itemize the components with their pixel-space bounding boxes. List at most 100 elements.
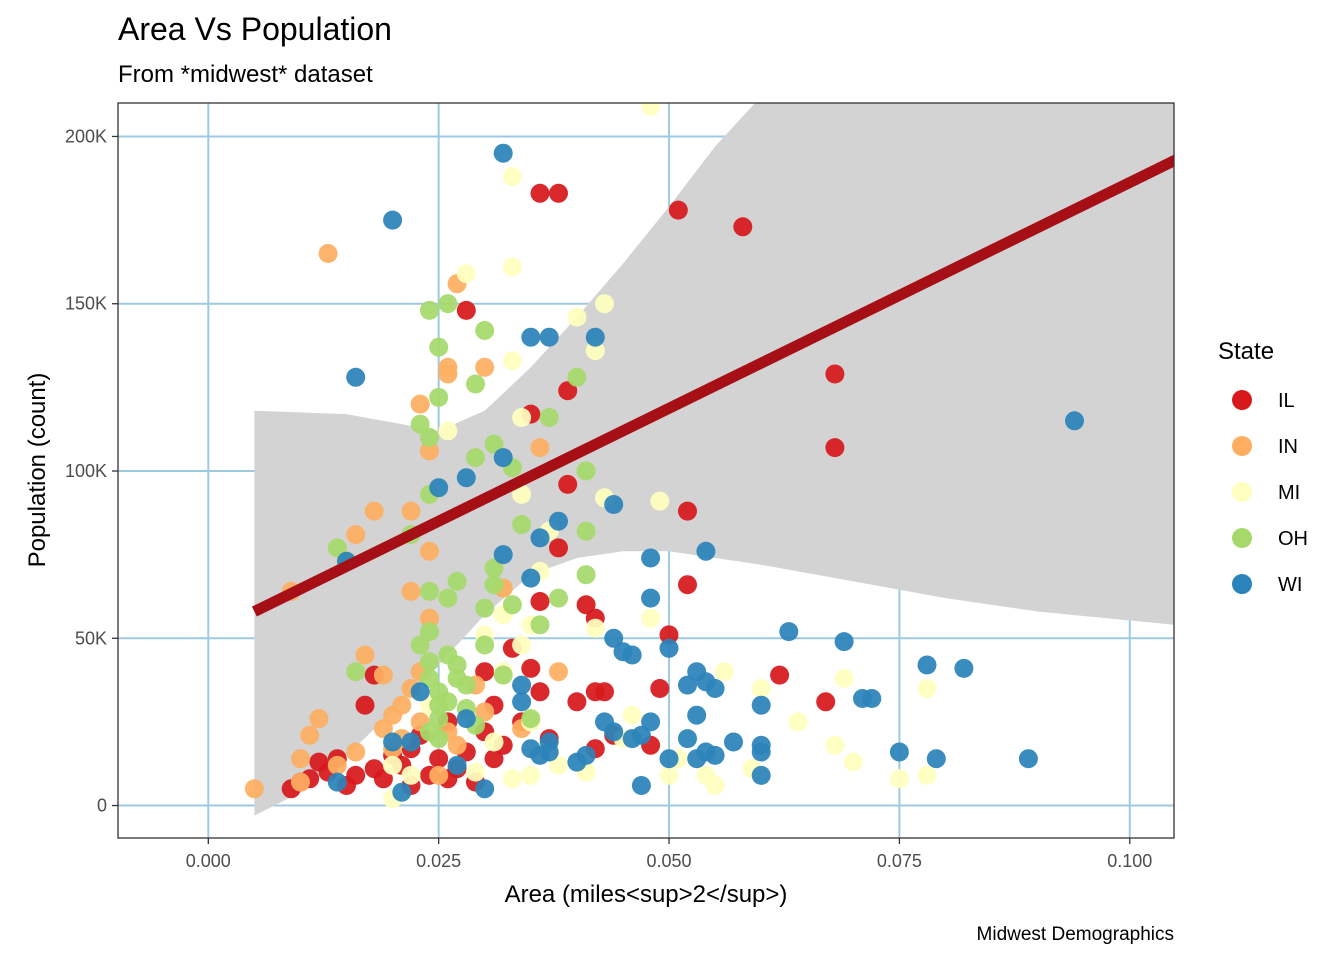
data-point-oh (466, 374, 485, 394)
data-point-wi (346, 367, 366, 387)
data-point-il (521, 658, 541, 678)
data-point-mi (466, 762, 485, 782)
data-point-oh (420, 722, 439, 742)
confidence-band (254, 103, 1174, 816)
data-point-wi (659, 749, 679, 769)
data-point-oh (420, 668, 439, 688)
y-axis-title: Population (count) (24, 373, 51, 568)
data-point-il (668, 200, 688, 220)
chart-subtitle: From *midwest* dataset (118, 61, 373, 88)
data-point-mi (456, 264, 476, 284)
data-point-oh (420, 428, 439, 447)
data-point-wi (521, 568, 541, 588)
data-point-wi (539, 732, 559, 752)
data-point-mi (834, 668, 854, 688)
data-point-mi (502, 167, 522, 187)
data-point-wi (917, 655, 937, 675)
data-point-in (530, 438, 550, 458)
data-point-wi (631, 725, 651, 745)
data-point-il (733, 217, 753, 237)
data-point-wi (678, 729, 697, 749)
data-point-wi (696, 541, 716, 561)
data-point-wi (512, 675, 532, 695)
data-point-wi (641, 712, 661, 732)
data-point-wi (889, 742, 909, 762)
data-point-oh (475, 635, 495, 655)
data-point-in (475, 702, 495, 722)
data-point-oh (346, 662, 366, 682)
data-point-mi (622, 705, 642, 725)
data-point-oh (429, 337, 449, 357)
data-point-in (327, 755, 347, 775)
data-point-il (567, 692, 587, 712)
data-point-wi (631, 776, 651, 795)
data-point-wi (576, 745, 596, 765)
data-point-mi (401, 765, 421, 785)
data-point-il (678, 501, 697, 521)
data-point-wi (401, 732, 421, 752)
data-point-il (484, 749, 504, 769)
data-point-il (530, 183, 550, 203)
data-point-il (558, 474, 578, 494)
data-point-oh (475, 598, 495, 618)
data-point-wi (429, 478, 449, 498)
data-point-wi (604, 628, 624, 648)
data-point-wi (549, 511, 568, 531)
data-point-wi (751, 742, 771, 762)
y-tick-label: 100K (65, 461, 107, 481)
data-point-oh (420, 622, 439, 642)
chart-title: Area Vs Population (118, 11, 392, 47)
data-point-wi (705, 679, 725, 698)
x-tick-label: 0.025 (416, 851, 461, 871)
data-point-il (576, 595, 596, 615)
data-point-in (475, 357, 495, 377)
data-point-oh (475, 321, 495, 340)
data-point-il (825, 364, 845, 384)
x-tick-label: 0.050 (647, 851, 692, 871)
data-point-in (420, 541, 439, 561)
trend-line (251, 154, 1174, 617)
data-point-mi (512, 635, 532, 655)
data-point-oh (410, 635, 430, 655)
data-point-wi (604, 722, 624, 742)
data-point-il (659, 625, 679, 645)
y-tick-label: 0 (97, 796, 107, 816)
data-point-mi (917, 765, 937, 785)
data-point-mi (705, 776, 725, 795)
data-point-wi (530, 528, 550, 548)
legend-label-in: IN (1278, 436, 1298, 458)
data-point-wi (751, 695, 771, 715)
chart-caption: Midwest Demographics (977, 924, 1174, 945)
data-point-wi (327, 772, 347, 792)
data-point-in (309, 709, 329, 729)
data-point-oh (549, 588, 568, 608)
data-point-wi (456, 709, 476, 729)
y-axis-ticks: 0 50K 100K 150K 200K (65, 126, 118, 816)
data-point-il (530, 592, 550, 611)
data-point-wi (410, 682, 430, 702)
data-point-in (447, 735, 467, 755)
data-point-mi (889, 769, 909, 789)
data-point-il (650, 679, 670, 698)
data-point-mi (512, 484, 532, 504)
legend-key-oh (1232, 528, 1252, 548)
data-point-mi (825, 735, 845, 755)
data-point-oh (484, 575, 504, 595)
data-point-oh (539, 408, 559, 427)
data-point-oh (576, 565, 596, 585)
data-point-in (392, 695, 412, 715)
data-point-in (346, 742, 366, 762)
legend-key-wi (1232, 574, 1252, 594)
data-point-oh (327, 538, 347, 558)
data-point-oh (438, 294, 458, 314)
data-point-in (300, 725, 320, 745)
data-point-oh (447, 571, 467, 591)
data-point-oh (438, 588, 458, 608)
data-point-in (364, 501, 384, 521)
data-point-wi (475, 779, 495, 799)
data-point-mi (438, 421, 458, 441)
data-point-wi (926, 749, 946, 769)
data-point-oh (493, 665, 513, 685)
confidence-band-layer (254, 103, 1174, 816)
data-point-mi (595, 294, 614, 314)
